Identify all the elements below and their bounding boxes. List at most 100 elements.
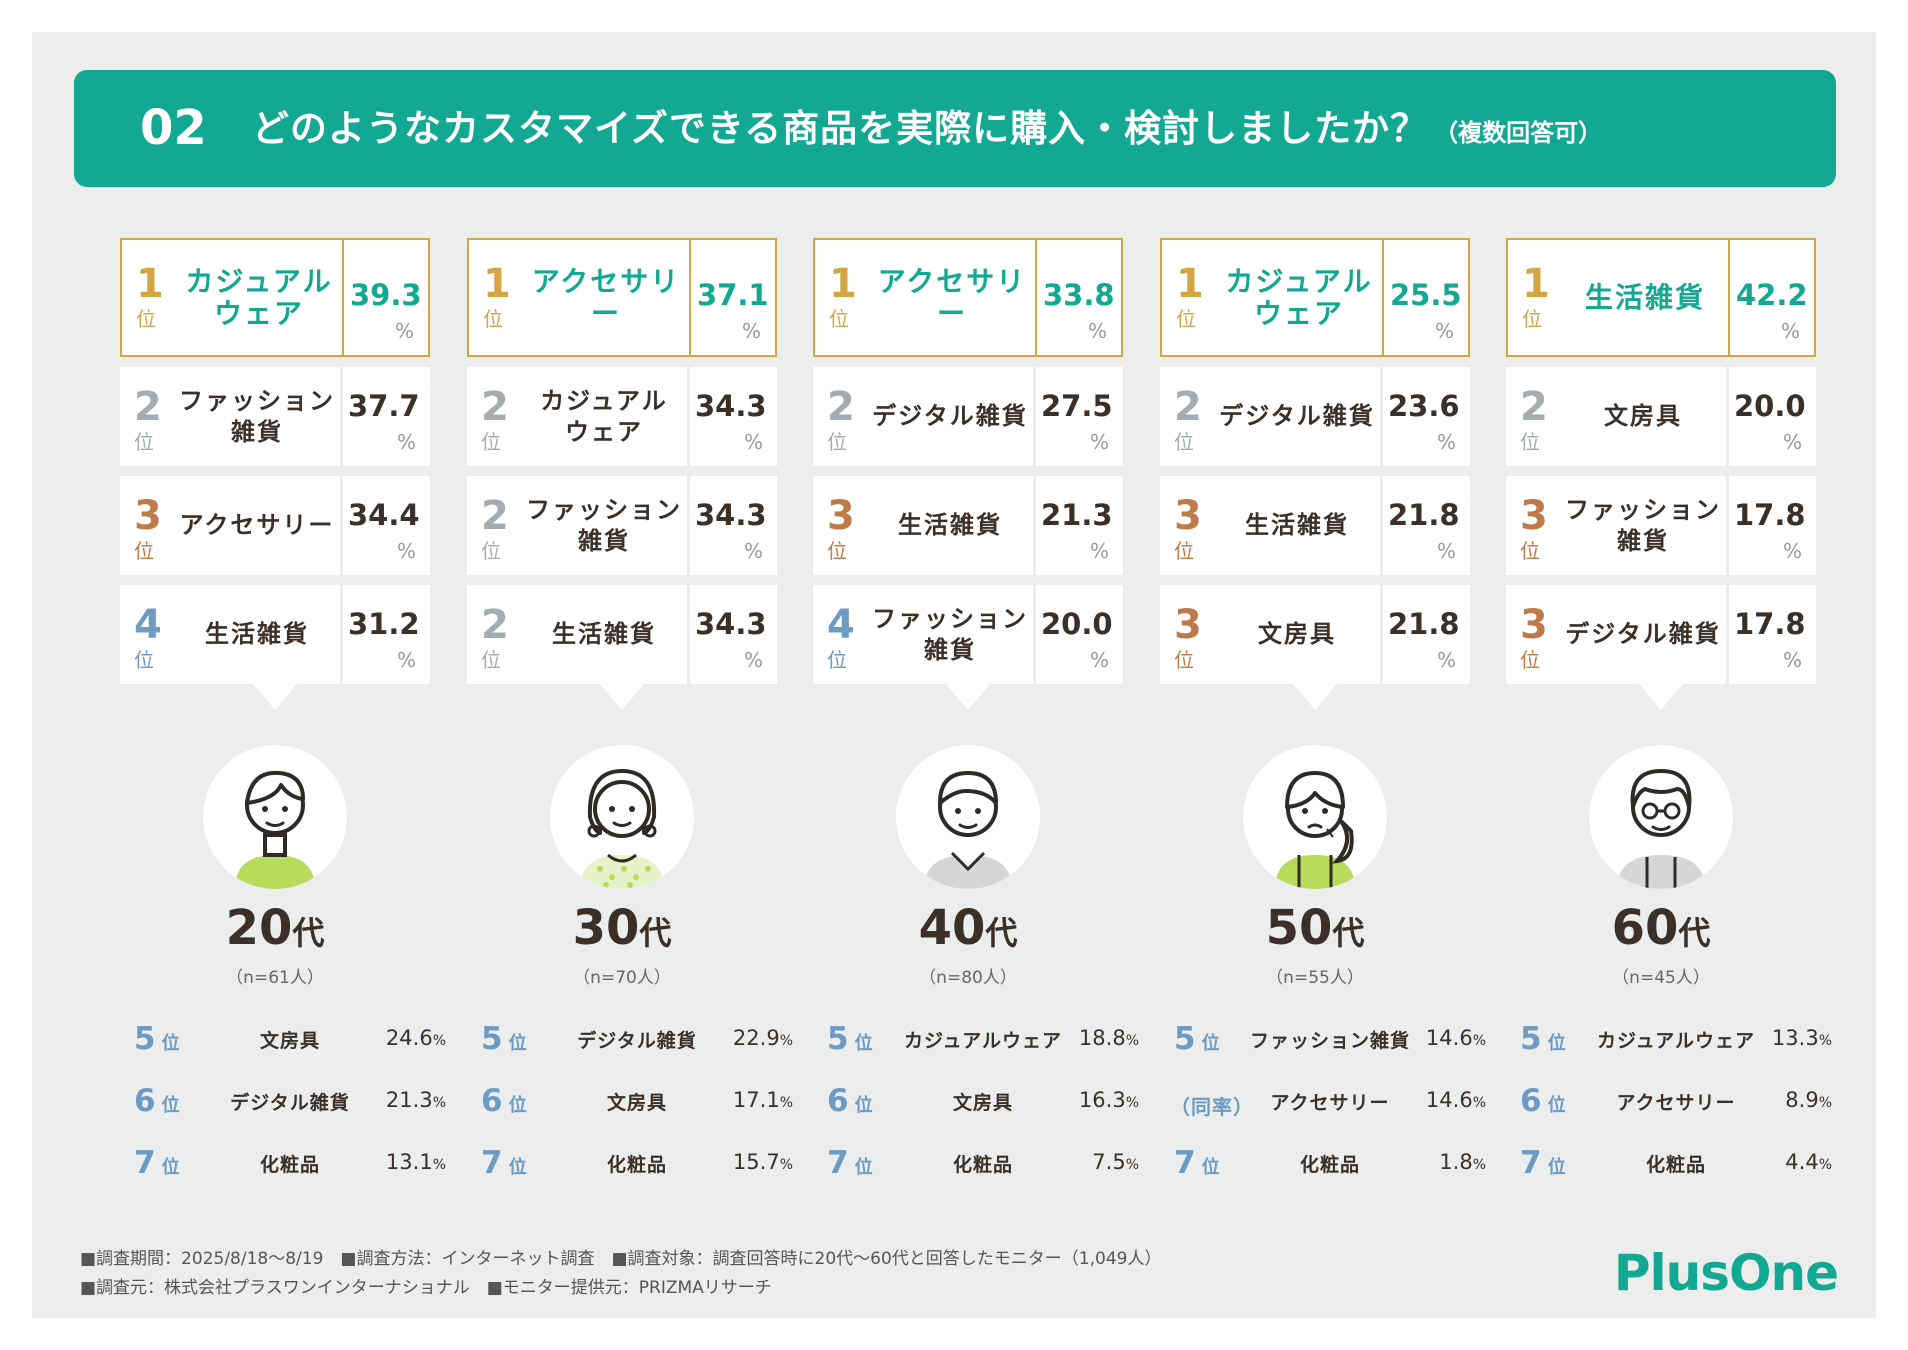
question-number: 02: [140, 100, 207, 156]
divider: [342, 240, 344, 355]
percent-unit: %: [1436, 539, 1456, 563]
divider: [1033, 367, 1036, 466]
age-label: 30代: [467, 900, 777, 956]
rank-card: 2 位デジタル雑貨 27.5%: [813, 367, 1123, 466]
percent-unit: %: [743, 648, 763, 672]
rank-number: 1: [1176, 261, 1204, 307]
divider: [340, 585, 343, 684]
rank-label: 位: [481, 430, 501, 454]
item-name: 生活雑貨: [898, 511, 1002, 539]
rank-label: 位: [1174, 648, 1194, 672]
lower-rank-row: 7 位 化粧品 7.5%: [813, 1142, 1143, 1182]
rank-card: 3 位 文房具 21.8%: [1160, 585, 1470, 684]
age-label: 50代: [1160, 900, 1470, 956]
item-name: 化粧品: [606, 1154, 667, 1176]
rank-label: 位: [481, 648, 501, 672]
percent-unit: %: [743, 430, 763, 454]
item-name: 文房具: [259, 1030, 320, 1052]
rank-card: 2 位ファッション 雑貨 37.7%: [120, 367, 430, 466]
item-name: 化粧品: [1299, 1154, 1360, 1176]
item-name: カジュアルウェア: [903, 1030, 1063, 1052]
item-percentage: 23.6: [1388, 389, 1460, 423]
speech-pointer: [1293, 684, 1337, 710]
item-percentage: 14.6%: [1425, 1088, 1486, 1112]
item-percentage: 13.3%: [1771, 1026, 1832, 1050]
item-name: 文房具: [1604, 402, 1682, 430]
plusone-logo: PlusOne: [1613, 1244, 1839, 1302]
item-percentage: 22.9%: [732, 1026, 793, 1050]
rank-number: 1: [136, 261, 164, 307]
item-percentage: 27.5: [1041, 389, 1113, 423]
speech-pointer: [1639, 684, 1683, 710]
top-rank-card: 1 位生活雑貨 42.2%: [1506, 238, 1816, 357]
percent-unit: %: [1818, 1033, 1832, 1049]
rank-number: 3: [1520, 493, 1548, 539]
item-percentage: 4.4%: [1785, 1150, 1832, 1174]
item-name: アクセサリー: [531, 264, 681, 330]
divider: [340, 367, 343, 466]
rank-label: 位: [827, 430, 847, 454]
lower-rank-row: 6 位 文房具 17.1%: [467, 1080, 797, 1120]
item-name: アクセサリー: [1270, 1092, 1390, 1114]
divider: [1382, 240, 1384, 355]
rank-number: 2: [1174, 384, 1202, 430]
rank-card: 3 位アクセサリー 34.4%: [120, 476, 430, 575]
percent-unit: %: [1782, 539, 1802, 563]
divider: [687, 367, 690, 466]
item-name: 生活雑貨: [205, 620, 309, 648]
item-percentage: 17.8: [1734, 607, 1806, 641]
age-suffix: 代: [985, 914, 1018, 952]
item-name: デジタル雑貨: [872, 402, 1028, 430]
percent-unit: %: [741, 319, 761, 343]
age-number: 40: [918, 900, 986, 956]
rank-card: 2 位ファッション 雑貨 34.3%: [467, 476, 777, 575]
percent-unit: %: [396, 648, 416, 672]
percent-unit: %: [396, 539, 416, 563]
age-label: 40代: [813, 900, 1123, 956]
item-percentage: 18.8%: [1078, 1026, 1139, 1050]
percent-unit: %: [1089, 430, 1109, 454]
item-name: ファッション 雑貨: [1565, 495, 1721, 555]
item-name: 化粧品: [952, 1154, 1013, 1176]
rank-label: 位: [1201, 1033, 1220, 1054]
percent-unit: %: [396, 430, 416, 454]
age-label: 60代: [1506, 900, 1816, 956]
rank-number: 2: [481, 384, 509, 430]
age-suffix: 代: [292, 914, 325, 952]
rank-number: 3: [134, 493, 162, 539]
question-note: （複数回答可）: [1434, 119, 1603, 147]
item-name: アクセサリー: [1616, 1092, 1736, 1114]
rank-card: 2 位カジュアル ウェア 34.3%: [467, 367, 777, 466]
item-name: 化粧品: [1645, 1154, 1706, 1176]
lower-rank-row: 5 位 文房具 24.6%: [120, 1018, 450, 1058]
rank-number: 1: [1522, 261, 1550, 307]
top-rank-card: 1 位カジュアル ウェア 25.5%: [1160, 238, 1470, 357]
sample-size: （n=70人）: [573, 968, 671, 988]
item-name: ファッション 雑貨: [179, 386, 335, 446]
survey-footer: ■調査期間：2025/8/18〜8/19 ■調査方法：インターネット調査 ■調査…: [80, 1245, 1161, 1303]
woman-ponytail-icon: [1243, 745, 1387, 889]
item-percentage: 13.1%: [385, 1150, 446, 1174]
percent-unit: %: [394, 319, 414, 343]
divider: [1726, 476, 1729, 575]
rank-label: 位: [136, 307, 156, 331]
percent-unit: %: [779, 1095, 793, 1111]
item-name: 生活雑貨: [552, 620, 656, 648]
item-name: 生活雑貨: [1584, 280, 1705, 314]
speech-pointer: [946, 684, 990, 710]
item-name: デジタル雑貨: [1565, 620, 1721, 648]
